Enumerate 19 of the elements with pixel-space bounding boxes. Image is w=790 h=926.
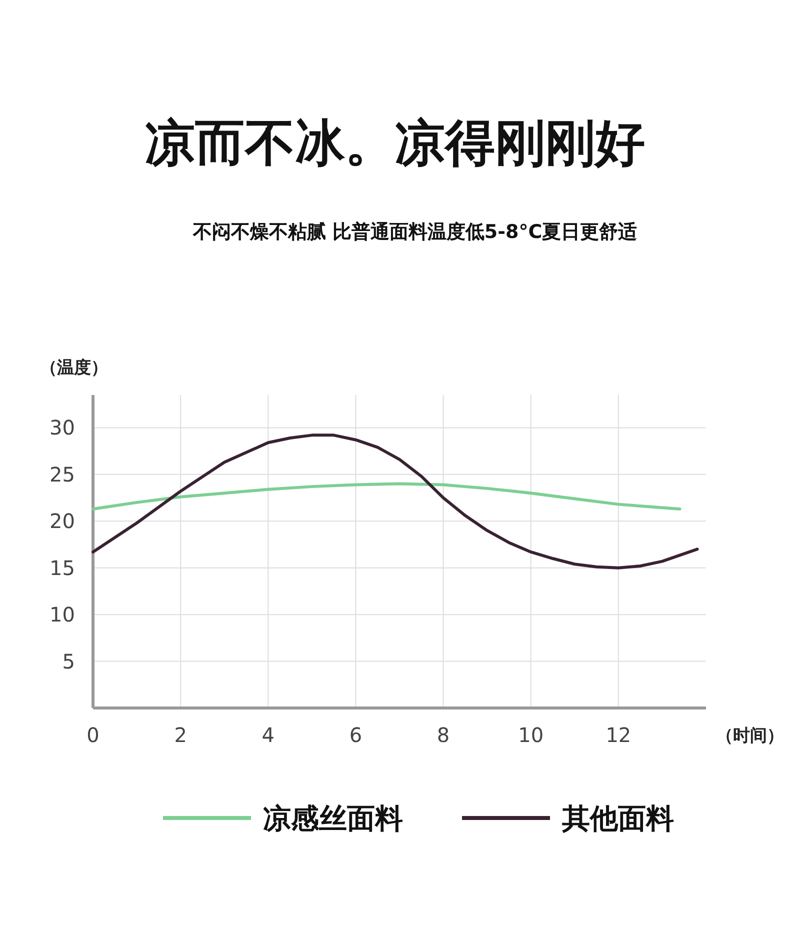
y-tick-label: 20 bbox=[50, 509, 75, 534]
chart-title: 凉而不冰。凉得刚刚好 bbox=[145, 114, 645, 172]
y-axis-title: （温度） bbox=[40, 358, 108, 378]
chart-subtitle: 不闷不燥不粘腻 比普通面料温度低5-8°C夏日更舒适 bbox=[192, 221, 638, 243]
x-axis-title: （时间） bbox=[716, 726, 784, 746]
legend-label: 其他面料 bbox=[561, 802, 674, 835]
x-tick-label: 4 bbox=[262, 723, 275, 747]
y-tick-label: 30 bbox=[50, 416, 75, 440]
y-tick-label: 10 bbox=[50, 602, 75, 627]
x-tick-label: 2 bbox=[174, 723, 187, 747]
y-tick-label: 5 bbox=[62, 649, 75, 674]
x-tick-label: 8 bbox=[436, 723, 450, 747]
legend-label: 凉感丝面料 bbox=[263, 802, 403, 835]
x-tick-label: 10 bbox=[518, 723, 544, 747]
x-tick-label: 0 bbox=[86, 723, 100, 747]
y-tick-label: 25 bbox=[50, 462, 75, 486]
x-tick-label: 12 bbox=[606, 723, 632, 747]
y-tick-label: 15 bbox=[50, 556, 75, 580]
x-tick-label: 6 bbox=[349, 723, 362, 747]
